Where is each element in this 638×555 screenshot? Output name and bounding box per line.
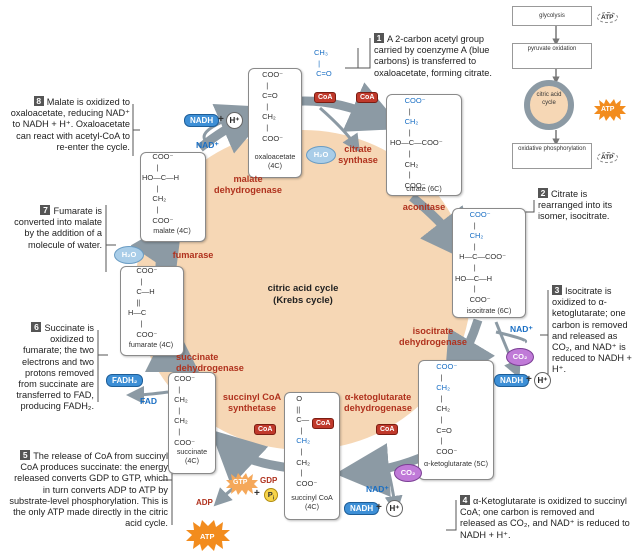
coa-succinyl-synthetase: CoA — [254, 424, 277, 435]
succinate-structure: COO⁻ | CH₂ | CH₂ | COO⁻ — [174, 374, 196, 447]
hplus-akg: H⁺ — [386, 500, 403, 517]
citrate-box — [386, 94, 462, 196]
h2o-fumarase: H₂O — [114, 246, 144, 264]
plus-akg: + — [376, 502, 382, 513]
cycle-disk — [135, 130, 471, 450]
succinate-name: succinate (4C) — [176, 447, 208, 465]
enzyme-citrate-synthase: citrate synthase — [338, 144, 378, 165]
akg-structure: COO⁻ | CH₂ | CH₂ | C=O | COO⁻ — [436, 362, 458, 456]
gdp-label: GDP — [260, 476, 278, 485]
enzyme-fumarase: fumarase — [172, 250, 214, 260]
malate-structure: COO⁻ | HO—C—H | CH₂ | COO⁻ — [142, 152, 180, 225]
hplus-malate: H⁺ — [226, 112, 243, 129]
overview-pyruvate-oxidation: pyruvate oxidation — [512, 43, 592, 69]
malate-name: malate (4C) — [153, 226, 191, 235]
isocitrate-name: isocitrate (6C) — [466, 306, 512, 315]
released-coa-token: CoA — [356, 92, 379, 103]
hplus-isocitrate: H⁺ — [534, 372, 551, 389]
akg-name: α-ketoglutarate (5C) — [423, 459, 489, 468]
oxaloacetate-structure: COO⁻ | C=O | CH₂ | COO⁻ — [262, 70, 284, 143]
acetyl-group-structure: CH₃ | C=O — [314, 48, 332, 79]
succinate-box — [168, 372, 216, 474]
nad-malate: NAD⁺ — [196, 140, 219, 150]
plus-malate: + — [218, 114, 224, 125]
nadh-malate: NADH — [184, 114, 220, 127]
malate-box — [140, 152, 206, 242]
step-7-text: 7 Fumarate is converted into malate by th… — [14, 205, 102, 250]
atp-starbursts — [186, 99, 626, 551]
step-4-text: 4 α-Ketoglutarate is oxidized to succinyl… — [460, 495, 630, 540]
nadh-isocitrate: NADH — [494, 374, 530, 387]
enzyme-succinyl-coa-synthetase: succinyl CoA synthetase — [222, 392, 282, 413]
step-6-text: 6 Succinate is oxidized to fumarate; the … — [16, 322, 94, 412]
overview-citric-acid-cycle-ring — [524, 80, 574, 130]
overview-atp-label: ATP — [601, 106, 615, 113]
succinyl-coa-token: CoA — [312, 418, 335, 429]
gtp-token: GTP — [233, 479, 248, 486]
enzyme-succinate-dehydrogenase: succinate dehydrogenase — [176, 352, 244, 373]
overview-oxidative-phosphorylation: oxidative phosphorylation — [512, 143, 592, 169]
fadh2-token: FADH₂ — [106, 374, 144, 387]
enzyme-isocitrate-dehydrogenase: isocitrate dehydrogenase — [399, 326, 467, 347]
nad-isocitrate: NAD⁺ — [510, 324, 533, 334]
coa-akg: CoA — [376, 424, 399, 435]
enzyme-malate-dehydrogenase: malate dehydrogenase — [214, 174, 282, 195]
oxaloacetate-name: oxaloacetate (4C) — [254, 152, 296, 170]
adp-label: ADP — [196, 498, 213, 507]
isocitrate-box — [452, 208, 526, 318]
overview-atp-top: ATP — [597, 12, 618, 23]
citrate-name: citrate (6C) — [406, 184, 442, 193]
fad-label: FAD — [140, 396, 157, 406]
succinyl-coa-name: succinyl CoA (4C) — [291, 493, 333, 511]
nad-akg: NAD⁺ — [366, 484, 389, 494]
akg-box — [418, 360, 494, 480]
enzyme-aconitase: aconitase — [402, 202, 446, 212]
step-3-text: 3 Isocitrate is oxidized to α-ketoglutara… — [552, 285, 632, 375]
acetyl-coa-token: CoA — [314, 92, 337, 103]
fumarate-name: fumarate (4C) — [128, 340, 174, 349]
oxaloacetate-box — [248, 68, 302, 178]
succinyl-coa-box — [284, 392, 340, 520]
step-5-text: 5 The release of CoA from succinyl CoA pr… — [9, 450, 168, 529]
isocitrate-structure: COO⁻ | CH₂ | H—C—COO⁻ | HO—C—H | COO⁻ — [455, 210, 507, 304]
fumarate-box — [120, 266, 184, 356]
co2-akg: CO₂ — [394, 464, 422, 482]
succinyl-coa-structure: O || C—CoA | CH₂ | CH₂ | COO⁻ — [296, 394, 318, 488]
atp-product: ATP — [200, 532, 215, 541]
overview-atp-bottom: ATP — [597, 152, 618, 163]
h2o-citrate-synthase: H₂O — [306, 146, 336, 164]
plus-gdp: + — [254, 488, 260, 499]
co2-isocitrate: CO₂ — [506, 348, 534, 366]
citrate-structure: COO⁻ | CH₂ | HO—C—COO⁻ | CH₂ | COO⁻ — [390, 96, 443, 190]
cycle-center-label: citric acid cycle (Krebs cycle) — [267, 283, 339, 306]
fumarate-structure: COO⁻ | C—H || H—C | COO⁻ — [128, 266, 158, 339]
step-8-text: 8 Malate is oxidized to oxaloacetate, red… — [10, 96, 130, 152]
plus-isocitrate: + — [526, 374, 532, 385]
nadh-akg: NADH — [344, 502, 380, 515]
step-2-text: 2 Citrate is rearranged into its isomer, … — [538, 188, 613, 222]
overview-citric-acid-cycle-label: citric acid cycle — [536, 92, 562, 106]
overview-glycolysis: glycolysis — [512, 6, 592, 26]
enzyme-akg-dehydrogenase: α-ketoglutarate dehydrogenase — [344, 392, 412, 413]
pi-token: Pi — [264, 488, 278, 502]
